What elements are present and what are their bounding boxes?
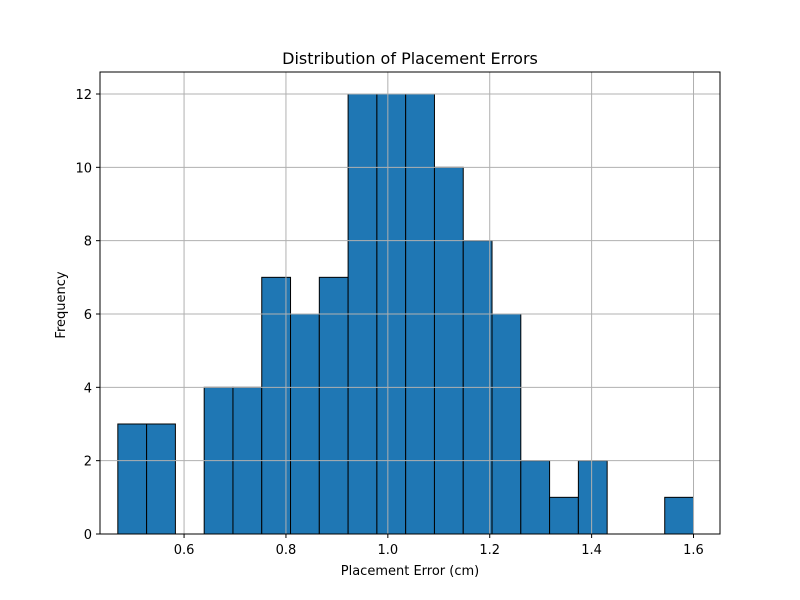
x-tick-label-1: 0.8 [276,543,297,558]
y-tick-label-6: 12 [75,88,92,103]
y-tick-label-1: 2 [84,455,92,470]
x-tick-label-0: 0.6 [174,543,195,558]
y-tick-label-4: 8 [84,235,92,250]
plot-frame [99,71,721,535]
histogram-bar-1 [146,423,176,535]
histogram-bar-6 [290,313,320,535]
histogram-bar-14 [520,460,551,535]
histogram-bar-16 [577,460,608,535]
histogram-bar-0 [117,423,148,535]
y-tick-label-5: 10 [75,161,92,176]
histogram-bar-11 [433,166,464,535]
y-tick-label-0: 0 [84,528,92,543]
chart-title: Distribution of Placement Errors [282,49,538,68]
x-tick-label-3: 1.2 [479,543,500,558]
x-tick-label-4: 1.4 [581,543,602,558]
y-axis-label: Frequency [54,271,69,338]
x-tick-label-5: 1.6 [683,543,704,558]
y-tick-label-3: 6 [84,308,92,323]
x-axis-label: Placement Error (cm) [341,564,479,579]
histogram-bar-13 [491,313,522,535]
x-tick-label-2: 1.0 [377,543,398,558]
histogram-bar-19 [664,496,695,535]
histogram-bar-7 [318,276,349,535]
axis-ticks: 0.6 0.8 1.0 1.2 1.4 1.6 0 2 4 6 8 10 12 [75,88,703,558]
y-tick-label-2: 4 [84,381,92,396]
histogram-bar-15 [549,496,579,535]
